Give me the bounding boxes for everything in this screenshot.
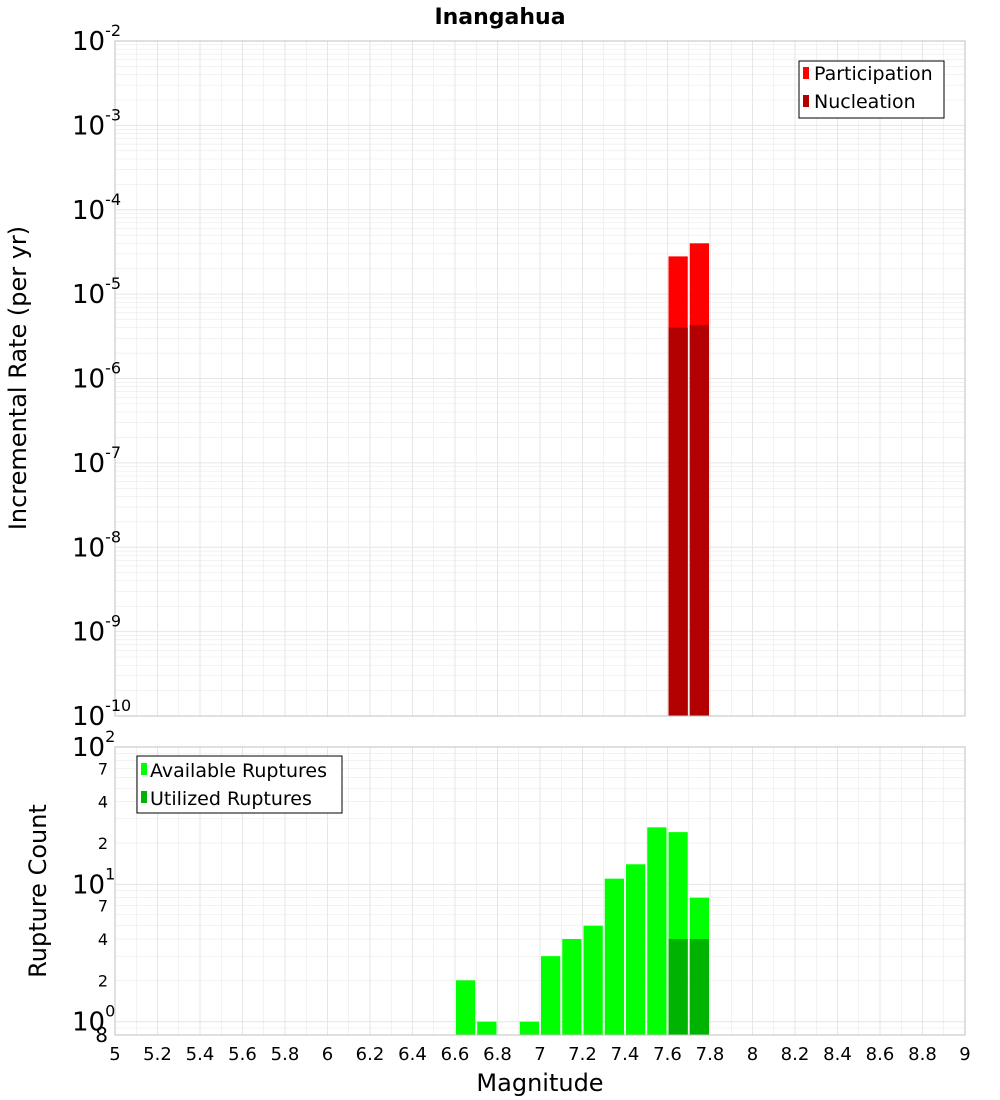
count-bar-a xyxy=(541,956,561,1035)
x-tick-label: 8.6 xyxy=(866,1044,895,1065)
rate-bar-b xyxy=(668,327,688,716)
y-minor-tick-label: 4 xyxy=(98,930,108,949)
count-bar-a xyxy=(456,980,476,1035)
legend-label-available: Available Ruptures xyxy=(150,760,327,782)
x-tick-label: 5 xyxy=(109,1044,120,1065)
rate-plot: 10-10 10-9 10-8 10-7 10-6 10-5 10-4 10-3 10-2 In… xyxy=(4,21,966,732)
count-bar-a xyxy=(604,878,624,1035)
x-tick-label: 9 xyxy=(959,1044,970,1065)
x-tick-label: 8.4 xyxy=(823,1044,852,1065)
x-tick-label: 7.6 xyxy=(653,1044,682,1065)
x-tick-label: 8 xyxy=(747,1044,758,1065)
count-plot: 100 101 102 8 2 4 7 2 4 7 Rupture Count Available… xyxy=(24,727,966,1047)
y-tick-label: 10-3 xyxy=(72,105,121,141)
y-tick-label: 10-2 xyxy=(72,21,121,57)
y-minor-tick-label: 7 xyxy=(98,897,108,916)
legend-label-utilized: Utilized Ruptures xyxy=(150,788,312,810)
count-bar-a xyxy=(519,1021,539,1035)
y-tick-label: 101 xyxy=(72,864,115,900)
legend-label-nucleation: Nucleation xyxy=(814,91,916,113)
x-tick-label: 8.8 xyxy=(908,1044,937,1065)
rate-bars xyxy=(668,243,709,717)
count-legend: Available Ruptures Utilized Ruptures xyxy=(136,755,343,814)
y-minor-tick-label: 4 xyxy=(98,793,108,812)
y-minor-tick-label: 2 xyxy=(98,971,108,990)
x-tick-label: 7 xyxy=(534,1044,545,1065)
x-tick-label: 7.8 xyxy=(696,1044,725,1065)
count-plot-frame xyxy=(114,746,966,1036)
x-tick-label: 7.2 xyxy=(568,1044,597,1065)
x-tick-label: 6.4 xyxy=(398,1044,427,1065)
y-tick-label: 10-4 xyxy=(72,190,121,226)
y-tick-label: 102 xyxy=(72,727,115,763)
x-tick-label: 6.2 xyxy=(356,1044,385,1065)
legend-swatch-participation xyxy=(803,67,809,79)
count-bars xyxy=(456,827,709,1035)
x-tick-label: 8.2 xyxy=(781,1044,810,1065)
legend-swatch-utilized xyxy=(141,791,147,803)
chart-title: Inangahua xyxy=(434,5,565,30)
y-tick-label: 10-10 xyxy=(72,696,131,732)
count-bar-a xyxy=(647,827,667,1035)
legend-label-participation: Participation xyxy=(814,63,933,85)
rate-bar-b xyxy=(689,325,709,716)
y-tick-label: 10-5 xyxy=(72,274,121,310)
y-minor-tick-label: 8 xyxy=(95,1023,108,1047)
count-y-tick-labels: 100 101 102 8 2 4 7 2 4 7 xyxy=(72,727,115,1047)
y-tick-label: 10-8 xyxy=(72,527,121,563)
x-tick-label: 5.8 xyxy=(271,1044,300,1065)
y-tick-label: 100 xyxy=(72,1002,115,1038)
x-tick-label: 6 xyxy=(322,1044,333,1065)
count-bar-a xyxy=(562,939,582,1035)
count-bar-a xyxy=(626,864,646,1035)
legend-swatch-nucleation xyxy=(803,95,809,107)
rate-legend: Participation Nucleation xyxy=(798,60,945,119)
rate-plot-frame xyxy=(114,40,966,717)
y-tick-label: 10-6 xyxy=(72,359,121,395)
x-axis-label: Magnitude xyxy=(476,1069,603,1097)
y-tick-label: 10-9 xyxy=(72,612,121,648)
rate-y-axis-label: Incremental Rate (per yr) xyxy=(4,226,32,530)
count-bar-a xyxy=(583,925,603,1035)
y-minor-tick-label: 2 xyxy=(98,834,108,853)
count-bar-b xyxy=(668,939,688,1035)
x-tick-label: 5.4 xyxy=(186,1044,215,1065)
x-tick-label: 6.6 xyxy=(441,1044,470,1065)
x-tick-labels: 5 5.2 5.4 5.6 5.8 6 6.2 6.4 6.6 6.8 7 7.2 7.4 7.6 7.8 8… xyxy=(109,1044,970,1065)
x-tick-label: 6.8 xyxy=(483,1044,512,1065)
y-minor-tick-label: 7 xyxy=(98,759,108,778)
rate-grid xyxy=(114,41,966,717)
count-bar-a xyxy=(477,1021,497,1035)
count-y-axis-label: Rupture Count xyxy=(24,804,52,978)
x-tick-label: 5.2 xyxy=(143,1044,172,1065)
x-tick-label: 5.6 xyxy=(228,1044,257,1065)
y-tick-label: 10-7 xyxy=(72,443,121,479)
count-bar-b xyxy=(689,939,709,1035)
x-tick-label: 7.4 xyxy=(611,1044,640,1065)
legend-swatch-available xyxy=(141,763,147,775)
